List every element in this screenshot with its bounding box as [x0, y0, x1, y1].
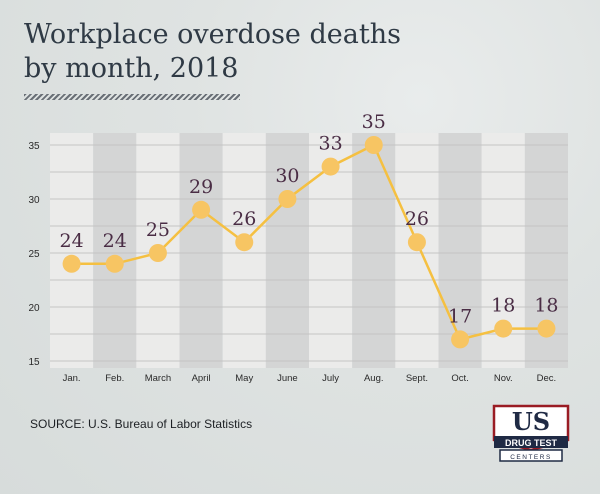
x-tick-label: April: [192, 373, 211, 384]
data-point: [62, 254, 81, 273]
logo-sub-text: DRUG TEST: [505, 438, 558, 448]
data-label: 30: [275, 165, 299, 187]
data-point: [278, 190, 297, 208]
column-band: [352, 133, 396, 368]
data-label: 25: [146, 219, 170, 241]
line-chart: 15 20 25 30 35 Jan. Feb. March April May June July A…: [28, 111, 568, 384]
data-point: [494, 319, 513, 338]
y-tick-label: 20: [28, 303, 40, 314]
y-tick-label: 25: [28, 249, 40, 260]
y-tick-label: 35: [28, 141, 40, 152]
data-point: [451, 330, 470, 349]
data-point: [105, 254, 124, 273]
x-tick-label: Sept.: [406, 373, 428, 384]
chart-title: Workplace overdose deaths by month, 2018: [24, 18, 444, 86]
data-label: 35: [362, 111, 386, 133]
data-point: [321, 157, 340, 176]
data-label: 26: [232, 208, 256, 230]
data-point: [537, 319, 556, 338]
x-tick-label: Dec.: [537, 373, 557, 384]
title-line-2: by month, 2018: [24, 53, 239, 84]
x-tick-label: Oct.: [451, 373, 468, 384]
us-drug-test-centers-logo: US DRUG TEST CENTERS: [492, 404, 570, 462]
data-point: [192, 200, 211, 219]
data-label: 33: [318, 133, 342, 155]
data-point: [407, 233, 426, 252]
data-label: 17: [448, 305, 472, 327]
data-label: 24: [103, 230, 127, 252]
data-label: 18: [534, 295, 558, 317]
x-tick-label: July: [322, 373, 339, 384]
data-point: [148, 244, 167, 262]
x-tick-label: March: [145, 373, 171, 384]
logo-tag-text: CENTERS: [510, 454, 552, 461]
data-label: 29: [189, 176, 213, 198]
x-tick-label: Aug.: [364, 373, 384, 384]
y-tick-label: 30: [28, 195, 40, 206]
data-label: 24: [59, 230, 83, 252]
logo-main-text: US: [512, 407, 550, 436]
title-line-1: Workplace overdose deaths: [24, 19, 401, 50]
data-label: 26: [405, 208, 429, 230]
x-tick-label: Nov.: [494, 373, 513, 384]
x-tick-label: Jan.: [63, 373, 81, 384]
x-tick-label: May: [235, 373, 253, 384]
data-label: 18: [491, 295, 515, 317]
x-tick-label: June: [277, 373, 298, 384]
data-point: [235, 233, 254, 252]
source-note: SOURCE: U.S. Bureau of Labor Statistics: [30, 417, 253, 431]
column-band: [179, 133, 223, 368]
title-underline: [24, 94, 240, 100]
data-point: [364, 136, 383, 154]
y-tick-label: 15: [28, 357, 40, 368]
x-tick-label: Feb.: [105, 373, 124, 384]
